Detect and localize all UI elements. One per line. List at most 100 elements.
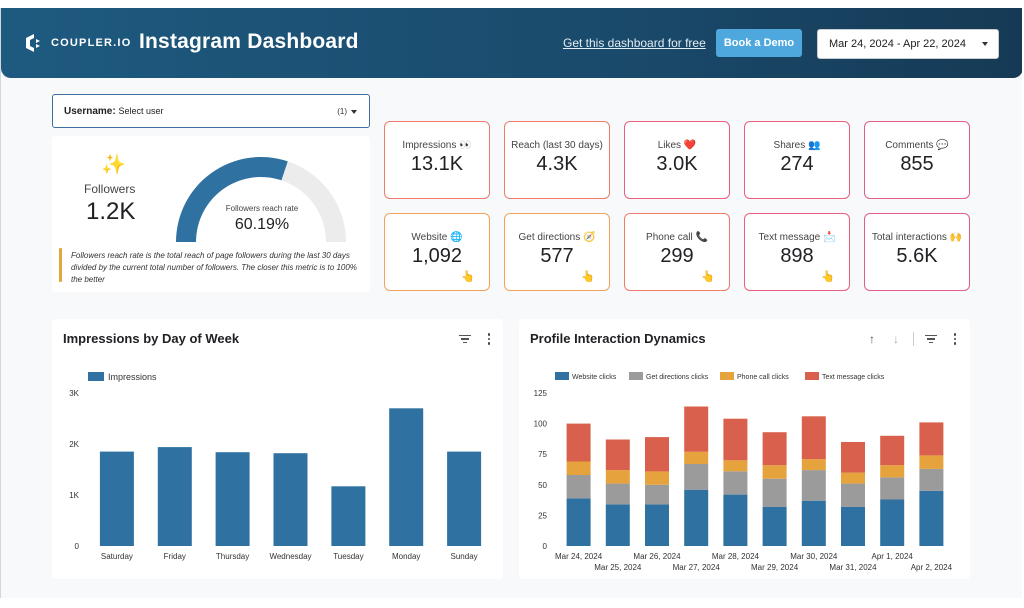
kpi-comments: Comments 💬 855: [864, 121, 970, 199]
stack-segment[interactable]: [723, 418, 748, 461]
bar-friday[interactable]: [157, 447, 192, 546]
x-tick-label: Mar 29, 2024: [751, 563, 799, 572]
bar-wednesday[interactable]: [273, 453, 308, 546]
chart-title: Impressions by Day of Week: [63, 331, 240, 346]
kpi-likes: Likes ❤️ 3.0K: [624, 121, 730, 199]
x-tick-label: Mar 26, 2024: [633, 552, 681, 561]
username-filter[interactable]: Username: Select user (1): [52, 94, 370, 128]
kpi-total-interactions: Total interactions 🙌 5.6K: [864, 213, 970, 291]
followers-label: Followers: [84, 182, 136, 196]
stack-segment[interactable]: [723, 494, 748, 546]
kpi-label: Text message 📩: [758, 232, 836, 243]
page-title: Instagram Dashboard: [139, 30, 359, 53]
stack-segment[interactable]: [723, 471, 748, 495]
x-tick-label: Apr 2, 2024: [911, 563, 953, 572]
kpi-label: Impressions 👀: [402, 140, 472, 151]
stack-segment[interactable]: [841, 483, 865, 507]
scrollbar[interactable]: [1022, 8, 1024, 598]
get-dashboard-link[interactable]: Get this dashboard for free: [563, 36, 706, 50]
stack-segment[interactable]: [880, 499, 905, 547]
x-tick-label: Saturday: [101, 552, 133, 561]
interaction-stacked-chart: Website clicks Get directions clicks Phone…: [534, 372, 953, 572]
stack-segment[interactable]: [566, 475, 591, 499]
stack-segment[interactable]: [841, 472, 865, 484]
kpi-phone-call: Phone call 📞 299 👆: [624, 213, 730, 291]
bar-monday[interactable]: [389, 408, 424, 546]
stack-segment[interactable]: [605, 470, 630, 484]
stack-segment[interactable]: [762, 432, 787, 466]
x-tick-label: Monday: [392, 552, 420, 561]
stack-segment[interactable]: [566, 498, 591, 546]
stack-segment[interactable]: [566, 423, 591, 462]
filter-icon[interactable]: [924, 332, 938, 346]
stack-segment[interactable]: [880, 435, 905, 466]
coupler-logo[interactable]: COUPLER.IO: [23, 32, 131, 54]
stack-segment[interactable]: [723, 460, 748, 472]
more-options-icon[interactable]: [948, 332, 962, 346]
x-tick-label: Mar 24, 2024: [555, 552, 603, 561]
stack-segment[interactable]: [645, 437, 669, 472]
logo-text: COUPLER.IO: [51, 37, 132, 49]
stack-segment[interactable]: [645, 504, 669, 546]
stack-segment[interactable]: [605, 483, 630, 505]
bar-saturday[interactable]: [99, 451, 134, 546]
stack-segment[interactable]: [684, 406, 709, 452]
stack-segment[interactable]: [645, 471, 669, 485]
next-panel-edge: [519, 598, 970, 608]
arrow-down-icon[interactable]: ↓: [893, 332, 899, 346]
impressions-by-day-panel: Impressions by Day of Week Impressions 0 1…: [52, 319, 503, 579]
stack-segment[interactable]: [880, 465, 905, 478]
x-tick-label: Thursday: [216, 552, 249, 561]
stack-segment[interactable]: [801, 470, 826, 501]
bar-sunday[interactable]: [447, 451, 482, 546]
date-range-picker[interactable]: Mar 24, 2024 - Apr 22, 2024: [817, 29, 999, 59]
click-icon: 👆: [821, 271, 835, 283]
stack-segment[interactable]: [919, 468, 944, 491]
stack-segment[interactable]: [566, 461, 591, 476]
legend-label: Phone call clicks: [737, 374, 789, 381]
kpi-value: 299: [660, 245, 694, 267]
followers-reach-note: Followers reach rate is the total reach …: [71, 251, 357, 284]
stack-segment[interactable]: [684, 451, 709, 464]
bar-thursday[interactable]: [215, 452, 250, 546]
stack-segment[interactable]: [684, 464, 709, 490]
kpi-label: Reach (last 30 days): [511, 140, 603, 151]
stack-segment[interactable]: [762, 506, 787, 546]
stack-segment[interactable]: [762, 465, 787, 479]
stack-segment[interactable]: [919, 455, 944, 469]
stack-segment[interactable]: [919, 422, 944, 456]
arrow-up-icon[interactable]: ↑: [869, 332, 875, 346]
coupler-logo-icon: [26, 34, 40, 52]
kpi-value: 274: [780, 153, 814, 175]
more-options-icon[interactable]: [482, 332, 496, 346]
stack-segment[interactable]: [919, 490, 944, 546]
book-demo-button[interactable]: Book a Demo: [716, 29, 802, 57]
kpi-value: 898: [780, 245, 814, 267]
kpi-label: Shares 👥: [773, 140, 821, 151]
filter-icon[interactable]: [458, 332, 472, 346]
kpi-website: Website 🌐 1,092 👆: [384, 213, 490, 291]
stack-segment[interactable]: [801, 459, 826, 471]
legend-label: Impressions: [108, 372, 157, 382]
stack-segment[interactable]: [645, 484, 669, 505]
legend-label: Get directions clicks: [646, 374, 709, 381]
bar-tuesday[interactable]: [331, 486, 366, 546]
kpi-value: 4.3K: [536, 153, 578, 175]
stack-segment[interactable]: [880, 477, 905, 500]
followers-reach-gauge: [176, 157, 346, 242]
stack-segment[interactable]: [605, 504, 630, 546]
x-tick-label: Tuesday: [333, 552, 363, 561]
profile-interaction-panel: Profile Interaction Dynamics ↑ ↓ Website…: [519, 319, 970, 579]
legend-swatch: [555, 372, 569, 380]
chevron-down-icon: [351, 110, 357, 114]
stack-segment[interactable]: [801, 416, 826, 460]
stack-segment[interactable]: [801, 500, 826, 546]
y-tick-label: 1K: [69, 491, 79, 500]
stack-segment[interactable]: [684, 489, 709, 546]
stack-segment[interactable]: [841, 442, 865, 473]
stack-segment[interactable]: [841, 506, 865, 546]
chart-title: Profile Interaction Dynamics: [530, 331, 706, 346]
followers-value: 1.2K: [86, 198, 136, 225]
stack-segment[interactable]: [605, 439, 630, 471]
stack-segment[interactable]: [762, 478, 787, 507]
